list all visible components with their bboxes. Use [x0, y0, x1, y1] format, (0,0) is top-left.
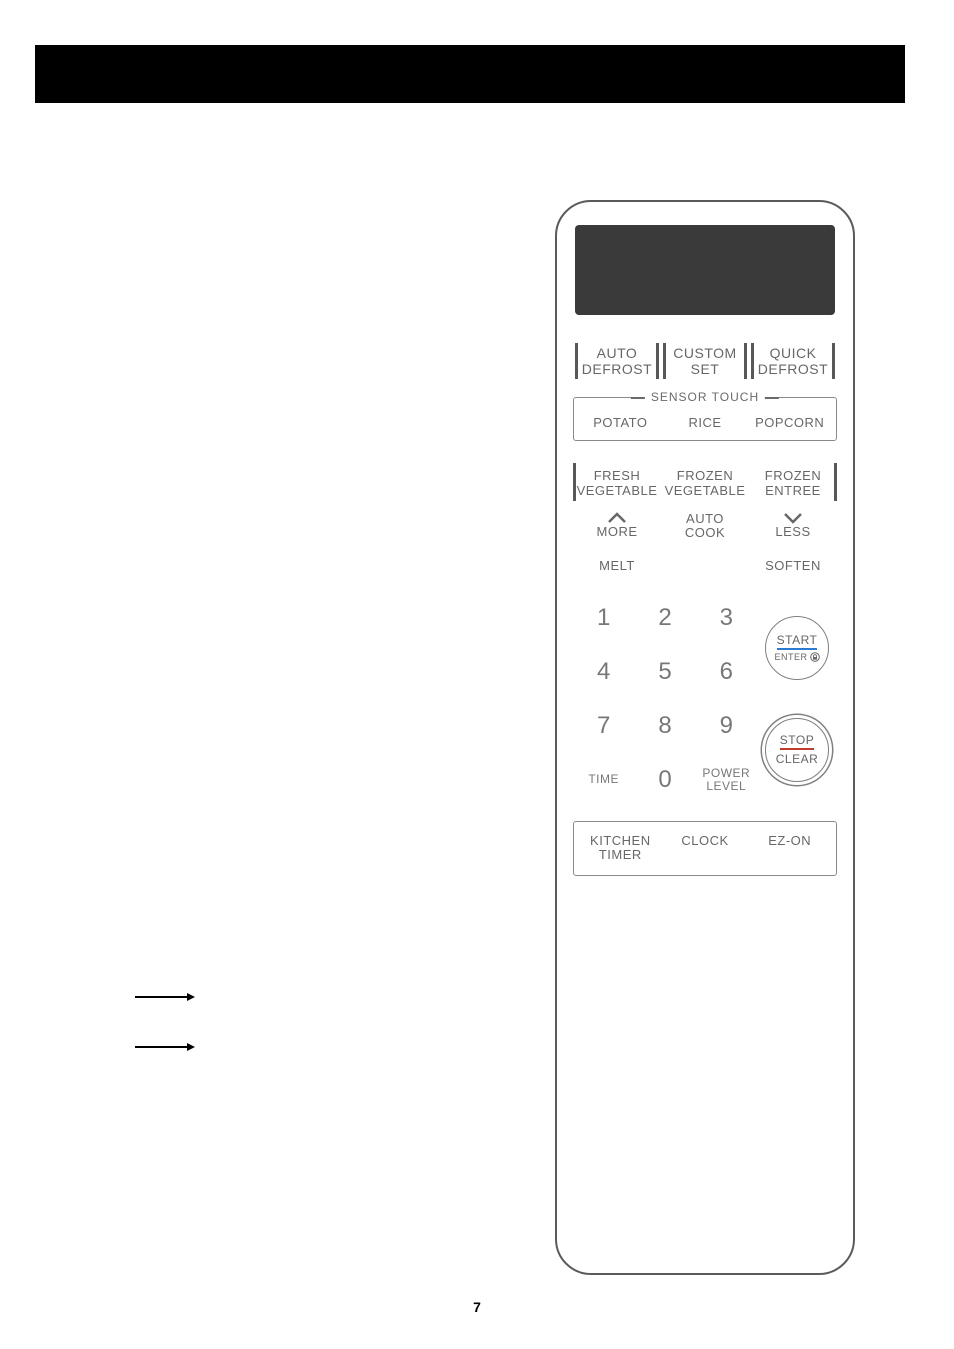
blank-center [661, 559, 749, 573]
key-0[interactable]: 0 [634, 753, 695, 807]
more-button[interactable]: MORE [573, 512, 661, 541]
header-bar [35, 45, 905, 103]
soften-button[interactable]: SOFTEN [749, 559, 837, 573]
more-auto-less-row: MORE AUTO COOK LESS [573, 512, 837, 541]
fresh-vegetable-button[interactable]: FRESH VEGETABLE [573, 469, 661, 498]
sensor-touch-group: SENSOR TOUCH POTATO RICE POPCORN [573, 397, 837, 441]
frozen-vegetable-button[interactable]: FROZEN VEGETABLE [661, 469, 749, 498]
less-button[interactable]: LESS [749, 512, 837, 541]
key-8[interactable]: 8 [634, 699, 695, 753]
quick-defrost-button[interactable]: QUICK DEFROST [751, 343, 835, 379]
auto-defrost-button[interactable]: AUTO DEFROST [575, 343, 659, 379]
arrow-1 [135, 992, 195, 994]
key-6[interactable]: 6 [696, 645, 757, 699]
top-function-row: AUTO DEFROST CUSTOM SET QUICK DEFROST [573, 343, 837, 379]
lcd-display [575, 225, 835, 315]
number-keypad: 1 2 3 4 5 6 7 8 9 TIME 0 POWER LEVEL [573, 591, 757, 807]
start-label: START [777, 633, 818, 650]
more-label: MORE [597, 524, 638, 539]
melt-button[interactable]: MELT [573, 559, 661, 573]
auto-cook-button[interactable]: AUTO COOK [661, 512, 749, 541]
bottom-function-row: KITCHEN TIMER CLOCK EZ-ON [573, 821, 837, 876]
veg-row-box: FRESH VEGETABLE FROZEN VEGETABLE FROZEN … [573, 463, 837, 498]
enter-label: ENTER [774, 652, 807, 662]
frozen-entree-button[interactable]: FROZEN ENTREE [749, 469, 837, 498]
key-9[interactable]: 9 [696, 699, 757, 753]
arrow-2 [135, 1042, 195, 1044]
page-number: 7 [473, 1299, 481, 1315]
key-2[interactable]: 2 [634, 591, 695, 645]
key-1[interactable]: 1 [573, 591, 634, 645]
ez-on-button[interactable]: EZ-ON [747, 834, 832, 863]
less-label: LESS [775, 524, 810, 539]
key-7[interactable]: 7 [573, 699, 634, 753]
control-panel: AUTO DEFROST CUSTOM SET QUICK DEFROST SE… [555, 200, 855, 1275]
custom-set-button[interactable]: CUSTOM SET [663, 343, 747, 379]
stop-label: STOP [780, 733, 814, 750]
stop-clear-button[interactable]: STOP CLEAR [765, 718, 829, 782]
chevron-up-icon [607, 512, 627, 524]
potato-button[interactable]: POTATO [578, 416, 663, 430]
keypad-and-actions: 1 2 3 4 5 6 7 8 9 TIME 0 POWER LEVEL STA… [573, 591, 837, 807]
time-button[interactable]: TIME [573, 753, 634, 807]
key-5[interactable]: 5 [634, 645, 695, 699]
clock-button[interactable]: CLOCK [663, 834, 748, 863]
action-buttons-column: START ENTER STOP CLEAR [757, 591, 837, 807]
start-enter-button[interactable]: START ENTER [765, 616, 829, 680]
popcorn-button[interactable]: POPCORN [747, 416, 832, 430]
kitchen-timer-button[interactable]: KITCHEN TIMER [578, 834, 663, 863]
melt-soften-row: MELT SOFTEN [573, 559, 837, 573]
key-3[interactable]: 3 [696, 591, 757, 645]
rice-button[interactable]: RICE [663, 416, 748, 430]
chevron-down-icon [783, 512, 803, 524]
power-level-button[interactable]: POWER LEVEL [696, 753, 757, 807]
lock-icon [810, 652, 820, 662]
clear-label: CLEAR [776, 752, 819, 766]
sensor-touch-title: SENSOR TOUCH [645, 390, 765, 404]
key-4[interactable]: 4 [573, 645, 634, 699]
